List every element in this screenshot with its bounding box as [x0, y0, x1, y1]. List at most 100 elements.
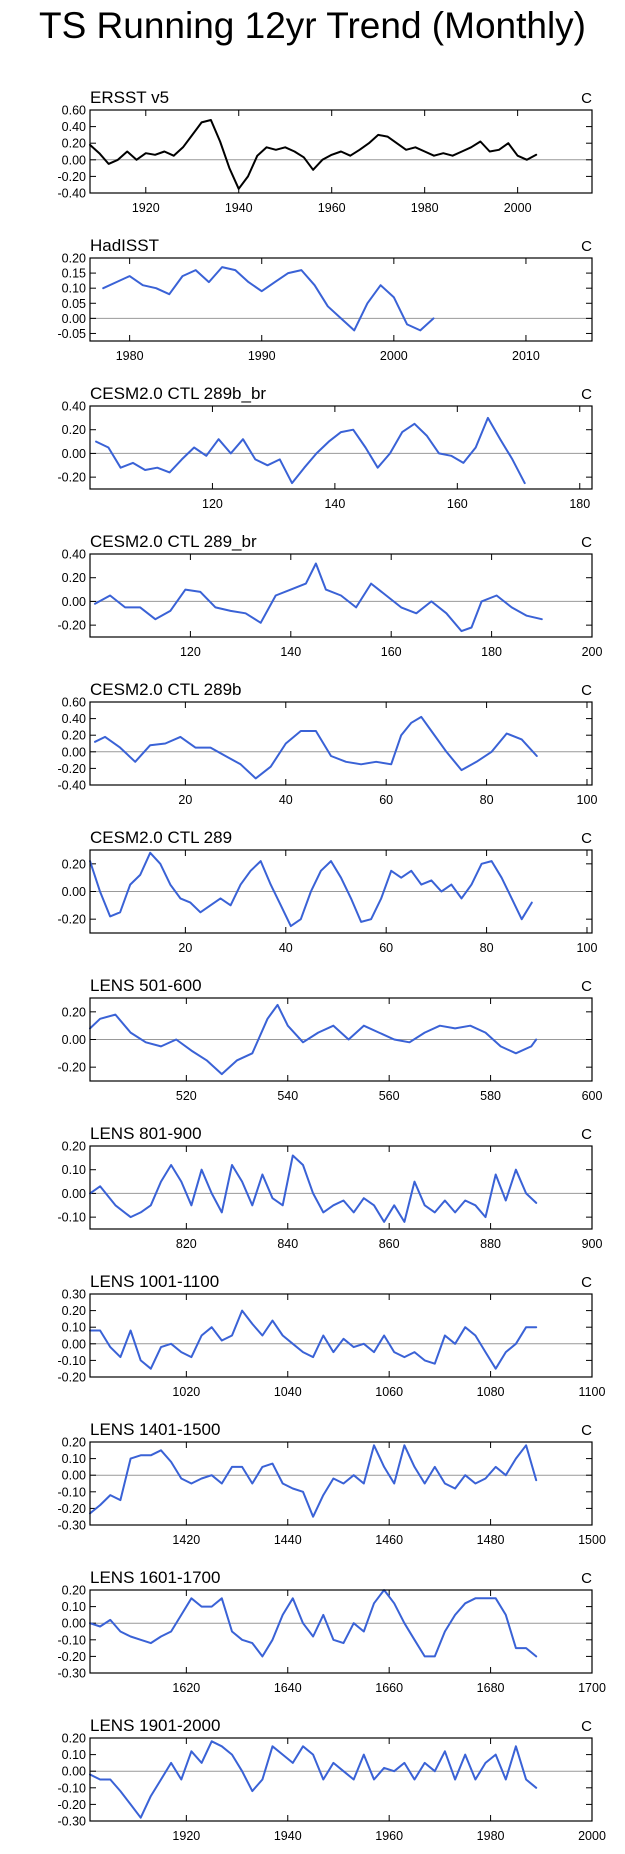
y-tick-label: 0.00	[62, 1617, 86, 1631]
y-tick-label: 0.20	[62, 1005, 86, 1019]
units-label: C	[581, 90, 592, 107]
x-tick-label: 820	[176, 1237, 197, 1251]
series-line	[94, 562, 543, 633]
panel-12: LENS 1901-2000 C -0.30 -0.20 -0.10 0.00 0.10 0.…	[58, 1716, 606, 1843]
panel-title: LENS 801-900	[90, 1124, 202, 1143]
panel-3: CESM2.0 CTL 289b_br C -0.20 0.00 0.20 0.40 120…	[58, 384, 593, 511]
y-tick-label: 0.20	[62, 1436, 86, 1450]
x-tick-label: 1940	[274, 1829, 302, 1843]
y-tick-label: 0.20	[62, 137, 86, 151]
plot-frame	[89, 1737, 593, 1822]
x-tick-label: 1500	[578, 1533, 606, 1547]
y-tick-label: 0.00	[62, 745, 86, 759]
x-tick-label: 1980	[411, 201, 439, 215]
x-tick-label: 2000	[578, 1829, 606, 1843]
y-tick-label: 0.20	[62, 729, 86, 743]
x-tick-label: 1980	[116, 349, 144, 363]
panel-title: CESM2.0 CTL 289	[90, 828, 232, 847]
x-tick-label: 160	[381, 645, 402, 659]
panel-title: LENS 1001-1100	[90, 1272, 219, 1291]
x-tick-label: 2010	[512, 349, 540, 363]
y-tick-label: 0.20	[62, 857, 86, 871]
x-tick-label: 40	[279, 941, 293, 955]
panel-2: HadISST C -0.050.000.050.100.150.20 1980 199…	[58, 236, 593, 363]
series-line	[95, 416, 526, 485]
y-tick-label: 0.40	[62, 712, 86, 726]
y-tick-label: -0.40	[58, 187, 87, 201]
x-tick-label: 180	[569, 497, 590, 511]
x-tick-label: 1660	[375, 1681, 403, 1695]
x-tick-label: 1020	[172, 1385, 200, 1399]
y-tick-label: 0.00	[62, 447, 86, 461]
x-tick-label: 80	[480, 941, 494, 955]
x-tick-label: 1680	[477, 1681, 505, 1695]
panel-title: LENS 501-600	[90, 976, 202, 995]
x-tick-label: 140	[280, 645, 301, 659]
y-tick-label: -0.10	[58, 1781, 87, 1795]
series-line	[89, 1740, 538, 1819]
x-tick-label: 120	[202, 497, 223, 511]
y-tick-label: 0.00	[62, 1187, 86, 1201]
y-tick-label: 0.40	[62, 400, 86, 414]
x-tick-label: 2000	[380, 349, 408, 363]
y-tick-label: 0.20	[62, 1304, 86, 1318]
x-tick-label: 1980	[477, 1829, 505, 1843]
x-tick-label: 600	[582, 1089, 603, 1103]
x-tick-label: 60	[379, 941, 393, 955]
panel-8: LENS 801-900 C -0.10 0.00 0.10 0.20 820 840 860 8…	[58, 1124, 603, 1251]
y-tick-label: -0.20	[58, 1371, 87, 1385]
panel-title: HadISST	[90, 236, 159, 255]
y-tick-label: 0.20	[62, 423, 86, 437]
panel-5: CESM2.0 CTL 289b C -0.40 -0.20 0.00 0.20 0.40 0…	[58, 680, 598, 807]
y-tick-label: 0.10	[62, 1321, 86, 1335]
panel-11: LENS 1601-1700 C -0.30 -0.20 -0.10 0.00 0.10 0.…	[58, 1568, 606, 1695]
plot-frame	[89, 849, 593, 934]
panel-title: ERSST v5	[90, 88, 169, 107]
plot-frame	[89, 553, 593, 638]
y-tick-label: 0.10	[62, 1452, 86, 1466]
panel-10: LENS 1401-1500 C -0.30 -0.20 -0.10 0.00 0.10 0.…	[58, 1420, 606, 1547]
panel-title: CESM2.0 CTL 289b	[90, 680, 242, 699]
plot-frame	[89, 1441, 593, 1526]
units-label: C	[581, 1422, 592, 1439]
y-tick-label: -0.10	[58, 1354, 87, 1368]
y-tick-label: -0.20	[58, 762, 87, 776]
x-tick-label: 1620	[172, 1681, 200, 1695]
x-tick-label: 100	[577, 793, 598, 807]
y-tick-label: -0.30	[58, 1519, 87, 1533]
x-tick-label: 160	[447, 497, 468, 511]
x-tick-label: 580	[480, 1089, 501, 1103]
y-tick-label: 0.30	[62, 1288, 86, 1302]
plot-frame	[89, 405, 593, 490]
units-label: C	[581, 1718, 592, 1735]
y-tick-label: 0.60	[62, 696, 86, 710]
y-tick-label: -0.10	[58, 1633, 87, 1647]
x-tick-label: 60	[379, 793, 393, 807]
series-line	[89, 1444, 538, 1518]
panel-9: LENS 1001-1100 C -0.20 -0.10 0.00 0.10 0.20 0.3…	[58, 1272, 606, 1399]
y-tick-label: 0.00	[62, 312, 86, 326]
x-tick-label: 1940	[225, 201, 253, 215]
units-label: C	[581, 1570, 592, 1587]
x-tick-label: 1100	[579, 1385, 606, 1399]
units-label: C	[581, 386, 592, 403]
units-label: C	[581, 1274, 592, 1291]
series-line	[102, 266, 435, 332]
y-tick-label: 0.40	[62, 548, 86, 562]
y-tick-label: -0.20	[58, 619, 87, 633]
x-tick-label: 880	[480, 1237, 501, 1251]
panel-4: CESM2.0 CTL 289_br C -0.20 0.00 0.20 0.40 120 1…	[58, 532, 603, 659]
y-tick-label: 0.10	[62, 282, 86, 296]
x-tick-label: 80	[480, 793, 494, 807]
y-tick-label: -0.20	[58, 1650, 87, 1664]
y-tick-label: -0.20	[58, 170, 87, 184]
plot-frame	[89, 997, 593, 1082]
y-tick-label: -0.20	[58, 1798, 87, 1812]
x-tick-label: 1640	[274, 1681, 302, 1695]
x-tick-label: 1460	[375, 1533, 403, 1547]
y-tick-label: -0.30	[58, 1815, 87, 1829]
y-tick-label: 0.00	[62, 1765, 86, 1779]
y-tick-label: -0.05	[58, 327, 87, 341]
y-tick-label: 0.10	[62, 1748, 86, 1762]
